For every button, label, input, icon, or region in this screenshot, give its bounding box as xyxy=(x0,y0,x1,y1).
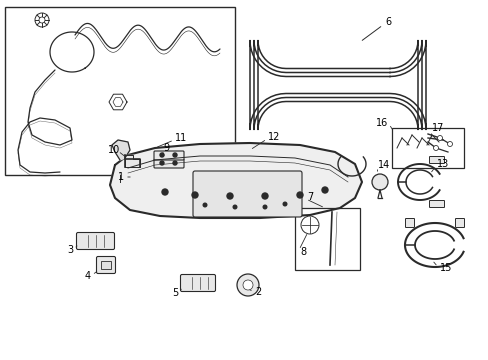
Circle shape xyxy=(173,153,177,157)
Text: 12: 12 xyxy=(267,132,280,142)
Circle shape xyxy=(237,274,259,296)
Text: 11: 11 xyxy=(175,133,187,143)
Text: 6: 6 xyxy=(384,17,390,27)
FancyBboxPatch shape xyxy=(76,233,114,249)
Polygon shape xyxy=(125,155,140,167)
Polygon shape xyxy=(109,94,127,110)
FancyBboxPatch shape xyxy=(154,151,183,160)
Circle shape xyxy=(226,193,232,199)
Text: 16: 16 xyxy=(375,118,387,128)
FancyBboxPatch shape xyxy=(96,256,115,274)
FancyBboxPatch shape xyxy=(405,219,414,228)
Circle shape xyxy=(160,153,163,157)
Polygon shape xyxy=(110,143,361,218)
FancyBboxPatch shape xyxy=(428,157,444,163)
Circle shape xyxy=(321,187,327,193)
Text: 1: 1 xyxy=(118,172,124,182)
Bar xyxy=(5,7,235,175)
Circle shape xyxy=(433,145,438,150)
FancyBboxPatch shape xyxy=(193,171,302,217)
Circle shape xyxy=(283,202,286,206)
Circle shape xyxy=(263,205,266,209)
Text: 9: 9 xyxy=(163,143,169,153)
Bar xyxy=(391,128,463,168)
Circle shape xyxy=(243,280,252,290)
Circle shape xyxy=(301,216,318,234)
Text: 2: 2 xyxy=(254,287,261,297)
Circle shape xyxy=(262,193,267,199)
Circle shape xyxy=(35,13,49,27)
Text: 8: 8 xyxy=(299,247,305,257)
Circle shape xyxy=(447,141,451,147)
FancyBboxPatch shape xyxy=(428,201,444,207)
Text: 4: 4 xyxy=(85,271,91,281)
Bar xyxy=(101,261,111,269)
Circle shape xyxy=(371,174,387,190)
Circle shape xyxy=(296,192,303,198)
Text: 5: 5 xyxy=(171,288,178,298)
FancyBboxPatch shape xyxy=(180,275,215,292)
Polygon shape xyxy=(112,140,130,160)
Circle shape xyxy=(39,17,45,23)
Circle shape xyxy=(203,203,206,207)
Circle shape xyxy=(437,135,442,140)
Text: 7: 7 xyxy=(306,192,313,202)
Circle shape xyxy=(162,189,168,195)
Circle shape xyxy=(173,161,177,165)
Circle shape xyxy=(233,205,236,209)
Text: 10: 10 xyxy=(108,145,120,155)
Circle shape xyxy=(160,161,163,165)
FancyBboxPatch shape xyxy=(154,159,183,168)
Bar xyxy=(294,208,359,270)
Text: 15: 15 xyxy=(439,263,451,273)
Text: 14: 14 xyxy=(377,160,389,170)
FancyBboxPatch shape xyxy=(454,219,464,228)
Text: 3: 3 xyxy=(67,245,73,255)
Text: 17: 17 xyxy=(431,123,444,133)
Circle shape xyxy=(192,192,198,198)
Text: 13: 13 xyxy=(436,159,448,169)
